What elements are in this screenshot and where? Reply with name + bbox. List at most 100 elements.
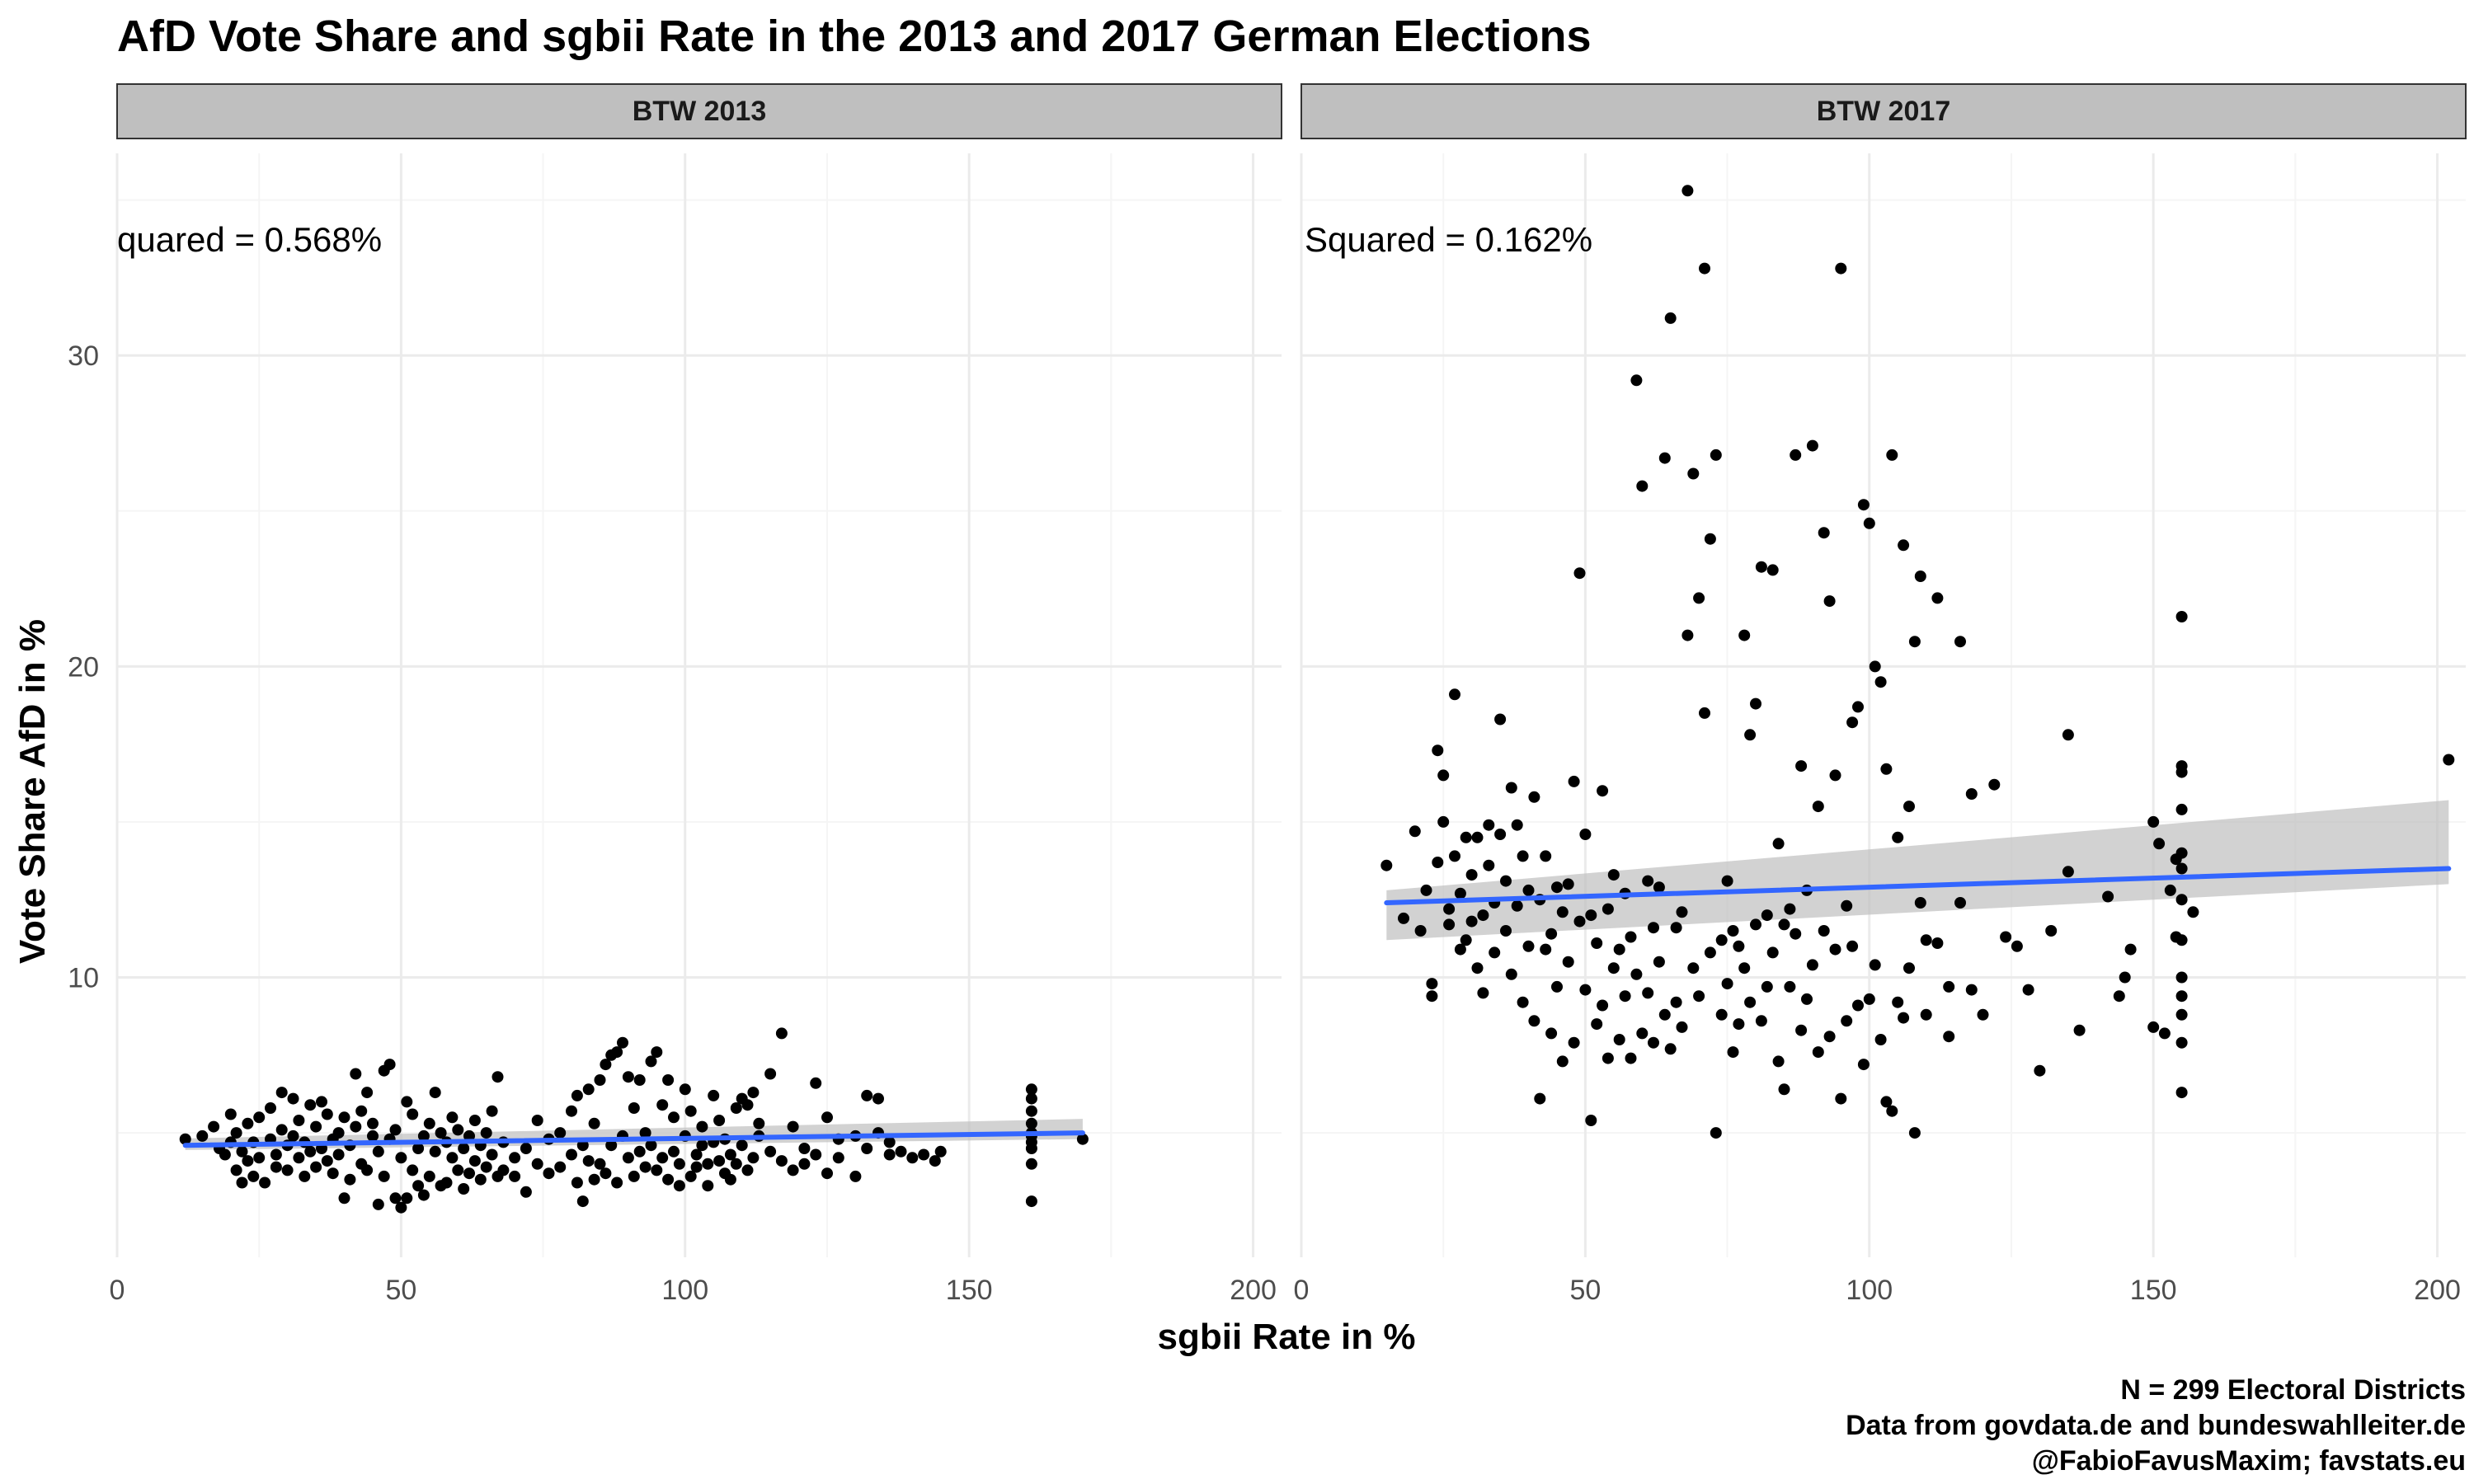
data-point [1761, 980, 1773, 993]
data-point [566, 1105, 577, 1117]
data-point [588, 1173, 600, 1186]
data-point [1914, 571, 1926, 582]
data-point [355, 1105, 368, 1117]
data-point [2175, 766, 2188, 778]
data-point [821, 1111, 833, 1124]
data-point [2175, 1008, 2188, 1021]
data-point [2443, 754, 2455, 766]
data-point [2147, 1021, 2160, 1033]
data-point [1699, 707, 1710, 719]
data-point [1784, 903, 1796, 915]
data-point [832, 1152, 844, 1164]
data-point [1744, 729, 1757, 741]
data-point [2175, 1087, 2188, 1099]
data-point [747, 1087, 760, 1099]
data-point [1545, 1027, 1558, 1040]
data-point [2175, 862, 2188, 875]
fit-line-btw-2013 [182, 1130, 1085, 1148]
data-point [486, 1105, 498, 1117]
data-point [372, 1145, 384, 1158]
data-point [571, 1176, 583, 1189]
data-point [1494, 829, 1507, 840]
data-point [1025, 1083, 1037, 1096]
data-point [270, 1148, 282, 1161]
data-point [1841, 899, 1853, 912]
data-point [1483, 819, 1495, 831]
x-tick-label: 200 [2414, 1275, 2461, 1306]
data-point [1522, 884, 1535, 896]
data-point [293, 1152, 305, 1164]
data-point [1795, 760, 1808, 773]
data-point [378, 1170, 390, 1182]
data-point [1733, 1018, 1745, 1031]
data-point [810, 1148, 822, 1161]
data-point [1755, 561, 1767, 573]
data-point [1772, 1055, 1785, 1068]
data-point [1568, 775, 1580, 787]
data-point [1898, 539, 1910, 552]
data-point [1398, 912, 1409, 924]
data-point [1534, 1092, 1546, 1105]
data-point [1426, 990, 1438, 1003]
data-point [1908, 1127, 1921, 1139]
data-point [1551, 881, 1563, 894]
fit-line [1384, 866, 2452, 906]
data-point [673, 1180, 685, 1192]
data-point [1715, 934, 1728, 946]
data-point [208, 1120, 220, 1133]
data-point [474, 1173, 487, 1186]
data-point [554, 1127, 567, 1139]
data-point [1648, 1036, 1659, 1049]
data-point [1965, 984, 1978, 996]
data-point [1676, 906, 1688, 918]
data-point [1892, 996, 1904, 1008]
data-point [1715, 1008, 1728, 1021]
data-point [1619, 990, 1631, 1003]
data-point [468, 1155, 481, 1167]
data-point [1670, 922, 1682, 934]
data-point [1607, 869, 1620, 881]
data-point [1585, 1115, 1597, 1126]
data-point [179, 1133, 191, 1145]
data-point [361, 1087, 374, 1099]
data-point [1801, 993, 1813, 1005]
data-point [486, 1148, 498, 1161]
data-point [224, 1108, 237, 1120]
data-point [1597, 999, 1609, 1012]
x-tick-label: 100 [661, 1275, 708, 1306]
data-point [531, 1158, 543, 1170]
data-point [1522, 940, 1535, 952]
data-point [617, 1036, 628, 1049]
data-point [1568, 1036, 1580, 1049]
data-point [304, 1145, 317, 1158]
data-point [1965, 788, 1978, 800]
data-point [321, 1155, 333, 1167]
data-point [1812, 1046, 1824, 1059]
data-point [906, 1152, 919, 1164]
data-point [1025, 1092, 1037, 1105]
y-tick-label: 20 [68, 651, 99, 683]
data-point [1465, 869, 1478, 881]
data-point [1636, 1027, 1649, 1040]
data-point [509, 1152, 521, 1164]
data-point [810, 1077, 822, 1089]
data-point [1898, 1012, 1910, 1024]
grid-btw-2013 [115, 153, 1282, 1257]
data-point [588, 1117, 600, 1129]
data-point [2175, 803, 2188, 815]
data-point [1914, 897, 1926, 909]
data-point [2045, 925, 2058, 937]
data-point [299, 1170, 311, 1182]
data-point [2175, 934, 2188, 946]
data-point [1613, 943, 1625, 956]
data-point [1710, 448, 1722, 461]
data-point [2119, 971, 2131, 984]
data-point [1025, 1195, 1037, 1208]
data-point [1449, 850, 1460, 862]
data-point [2175, 971, 2188, 984]
data-point [543, 1167, 555, 1180]
data-point [1863, 993, 1875, 1005]
data-point [713, 1115, 726, 1126]
data-point [883, 1148, 896, 1161]
